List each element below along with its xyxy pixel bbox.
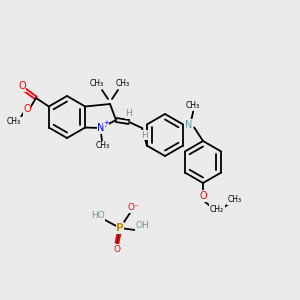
- Text: N: N: [97, 123, 105, 133]
- Text: H: H: [141, 130, 147, 140]
- Text: CH₃: CH₃: [116, 80, 130, 88]
- Text: CH₃: CH₃: [186, 101, 200, 110]
- Text: CH₃: CH₃: [90, 80, 104, 88]
- Text: O: O: [18, 81, 26, 91]
- Text: HO: HO: [91, 212, 105, 220]
- Text: O: O: [113, 245, 121, 254]
- Text: O: O: [23, 104, 31, 114]
- Text: O⁻: O⁻: [127, 203, 139, 212]
- Text: P: P: [116, 223, 124, 233]
- Text: H: H: [126, 110, 132, 118]
- Text: CH₂: CH₂: [210, 205, 224, 214]
- Text: CH₃: CH₃: [96, 142, 110, 151]
- Text: CH₃: CH₃: [228, 196, 242, 205]
- Text: +: +: [103, 120, 109, 126]
- Text: N: N: [185, 119, 193, 130]
- Text: O: O: [199, 191, 207, 201]
- Text: OH: OH: [135, 221, 149, 230]
- Text: CH₃: CH₃: [7, 118, 21, 127]
